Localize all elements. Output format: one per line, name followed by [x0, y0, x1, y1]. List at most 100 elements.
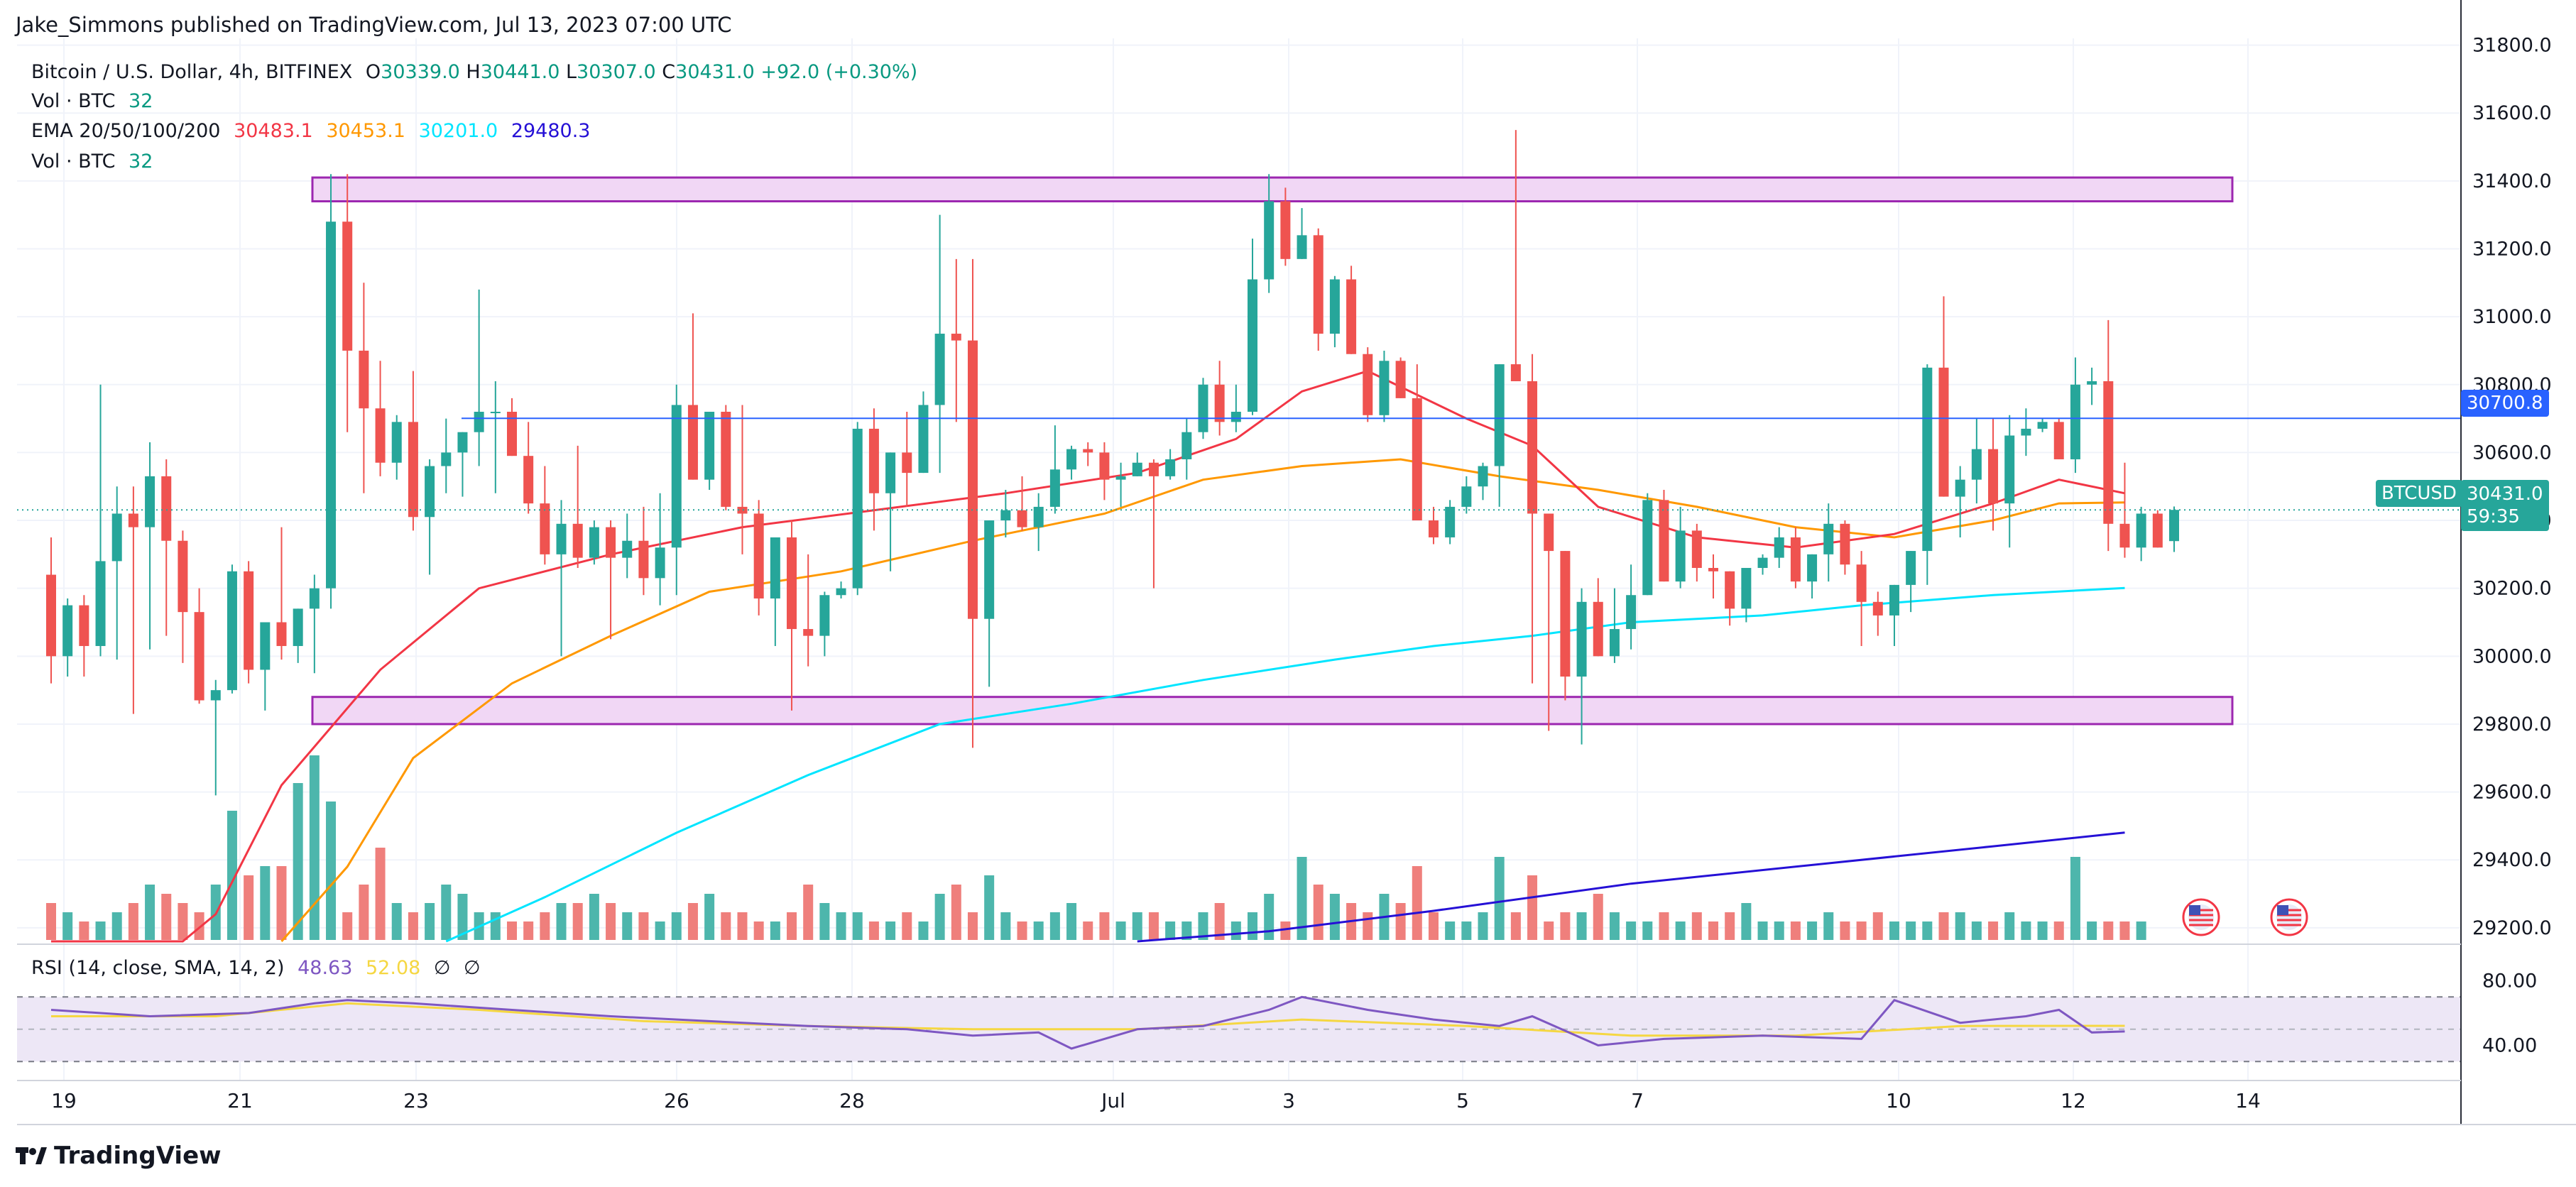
volume-bar [902, 912, 912, 940]
volume-bar [951, 885, 961, 940]
volume-bar [655, 921, 665, 940]
candle-body [540, 503, 550, 554]
volume-bar [540, 912, 550, 940]
candle-body [638, 540, 649, 579]
volume-bar [967, 912, 978, 940]
tradingview-wordmark: TradingView [54, 1142, 222, 1170]
volume-bar [1576, 912, 1587, 940]
candle-body [194, 612, 204, 701]
volume-value-2: 32 [129, 151, 153, 173]
candle-body [852, 428, 863, 589]
volume-bar [194, 912, 204, 940]
volume-bar [1066, 903, 1077, 940]
volume-bar [1132, 912, 1142, 940]
rsi-sma-value: 52.08 [366, 957, 421, 979]
support-zone [311, 696, 2234, 726]
candle-body [1395, 361, 1406, 398]
rsi-legend[interactable]: RSI (14, close, SMA, 14, 2) 48.63 52.08 … [31, 957, 488, 979]
candle-body [1248, 279, 1258, 412]
candle-body [2070, 384, 2080, 459]
candle-body [868, 428, 879, 493]
us-event-icon[interactable] [2270, 898, 2308, 936]
ema-label: EMA 20/50/100/200 [31, 120, 221, 142]
volume-bar [326, 802, 337, 940]
volume-bar [638, 912, 649, 940]
candle-body [1214, 384, 1225, 422]
event-canton [2189, 905, 2200, 915]
volume-bar [1181, 921, 1192, 940]
volume-bar [1214, 903, 1225, 940]
volume-bar [868, 921, 879, 940]
volume-bar [852, 912, 863, 940]
candle-body [1049, 469, 1060, 507]
volume-bar [408, 912, 418, 940]
tradingview-logo[interactable]: TradingView [16, 1142, 222, 1170]
volume-bar [161, 894, 172, 940]
candle-body [556, 523, 567, 554]
rsi-na-2: ∅ [464, 957, 481, 979]
candle-body [1148, 462, 1159, 476]
candle-body [425, 466, 435, 518]
volume-legend[interactable]: Vol · BTC 32 [31, 90, 160, 112]
last-price-badge: 30431.0 59:35 [2461, 480, 2549, 531]
candle-body [1132, 462, 1142, 476]
candle-body [161, 476, 172, 541]
rsi-tick-label: 80.00 [2482, 970, 2537, 992]
volume-bar [1889, 921, 1899, 940]
volume-value: 32 [129, 90, 153, 112]
volume-bar [1230, 921, 1241, 940]
candle-body [918, 405, 929, 474]
x-tick-label: 28 [839, 1089, 865, 1112]
x-tick-label: 12 [2061, 1089, 2086, 1112]
volume-bar [1593, 894, 1603, 940]
volume-bar [984, 875, 995, 940]
candle-body [1000, 510, 1011, 521]
event-icons[interactable] [2182, 898, 2308, 936]
volume-bar [1099, 912, 1110, 940]
x-tick-label: Jul [1100, 1089, 1125, 1112]
ema100-value: 30201.0 [418, 120, 498, 142]
resistance-line-badge: 30700.8 [2461, 390, 2549, 417]
candle-body [1115, 476, 1126, 480]
candle-body [1346, 279, 1357, 354]
symbol-legend[interactable]: Bitcoin / U.S. Dollar, 4h, BITFINEX O303… [31, 61, 924, 83]
rsi-pane [17, 995, 2461, 1063]
candle-body [2152, 513, 2163, 548]
candle-body [46, 574, 56, 657]
volume-bar [490, 912, 501, 940]
volume-bar [1083, 921, 1093, 940]
volume-bar [523, 921, 534, 940]
candle-body [1264, 201, 1275, 280]
volume-bar [1017, 921, 1027, 940]
volume-bar [2070, 857, 2080, 940]
volume-label: Vol · BTC [31, 90, 116, 112]
volume-bar [1626, 921, 1637, 940]
candle-body [474, 412, 484, 432]
x-tick-label: 21 [227, 1089, 253, 1112]
candle-body [572, 523, 583, 558]
volume-bar [2053, 921, 2064, 940]
volume-bar [128, 903, 138, 940]
ema100-line [445, 586, 2125, 943]
volume-bar [1675, 921, 1686, 940]
candle-body [523, 456, 534, 504]
volume-bar [770, 921, 780, 940]
candle-body [1642, 500, 1653, 596]
candle-body [2136, 513, 2146, 548]
candle-body [1510, 364, 1521, 381]
us-event-icon[interactable] [2182, 898, 2220, 936]
ema200-value: 29480.3 [511, 120, 591, 142]
volume-bar [1856, 921, 1867, 940]
volume-bar [1297, 857, 1307, 940]
volume-bar [1823, 912, 1834, 940]
candle-body [606, 527, 616, 558]
candle-body [1083, 449, 1093, 453]
candle-body [457, 432, 468, 453]
ema-legend[interactable]: EMA 20/50/100/200 30483.1 30453.1 30201.… [31, 120, 597, 142]
zones-layer [311, 176, 2234, 726]
volume-legend-2[interactable]: Vol · BTC 32 [31, 151, 160, 173]
volume-bar [1840, 921, 1850, 940]
volume-bar [1478, 912, 1488, 940]
candle-body [1230, 412, 1241, 422]
